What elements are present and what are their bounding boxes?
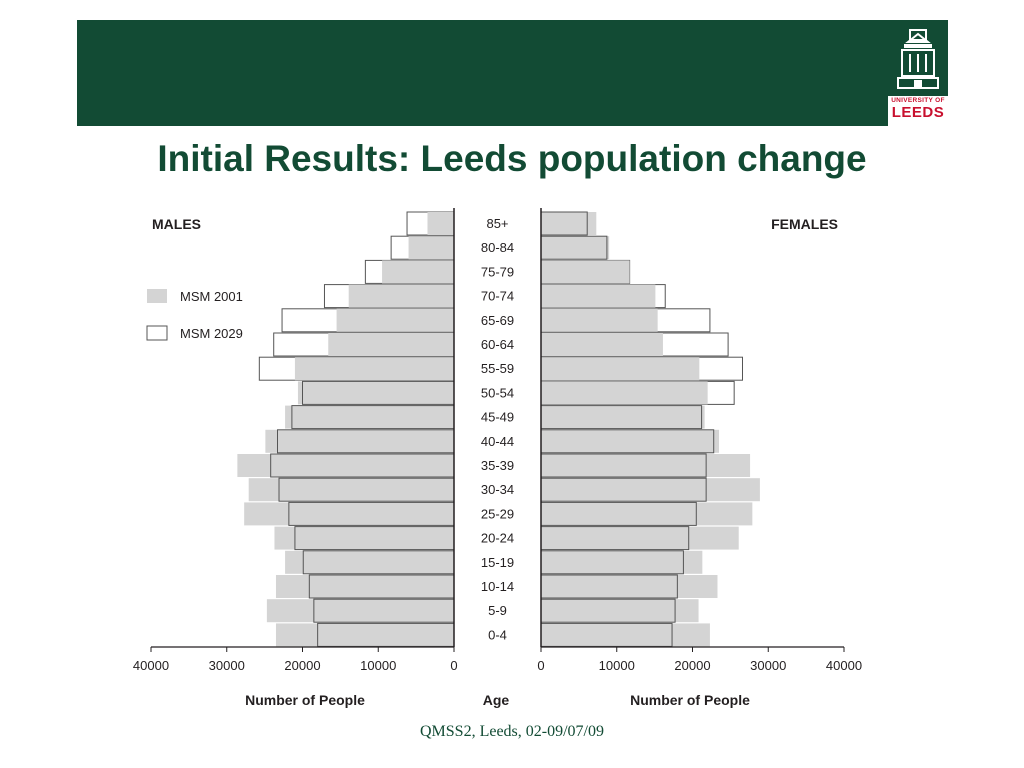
bar-female-2001: [541, 502, 753, 526]
bar-female-2001: [541, 333, 663, 356]
age-axis-title: Age: [483, 692, 510, 708]
x-axis-title-left: Number of People: [245, 692, 365, 708]
bar-female-2001: [541, 357, 700, 381]
bar-male-2001: [382, 260, 454, 284]
bar-male-2001: [266, 599, 454, 623]
x-tick-label: 40000: [133, 658, 169, 673]
bar-female-2001: [541, 623, 710, 647]
bar-female-2001: [541, 405, 705, 429]
bar-male-2001: [244, 502, 454, 526]
logo-text-small: UNIVERSITY OF: [891, 97, 945, 104]
bar-female-2001: [541, 308, 658, 332]
bar-female-2001: [541, 381, 708, 405]
x-tick-label: 0: [537, 658, 544, 673]
logo-text-large: LEEDS: [891, 104, 945, 121]
x-tick-label: 20000: [674, 658, 710, 673]
age-group-label: 15-19: [481, 555, 514, 570]
age-group-label: 85+: [486, 216, 508, 231]
bar-male-2001: [274, 526, 454, 550]
age-group-label: 45-49: [481, 410, 514, 425]
bar-female-2001: [541, 454, 751, 477]
age-group-label: 65-69: [481, 313, 514, 328]
bar-female-2001: [541, 284, 656, 308]
university-logo: UNIVERSITY OF LEEDS: [888, 24, 948, 126]
bar-male-2001: [336, 308, 454, 332]
legend-swatch-2029: [146, 325, 168, 341]
bar-female-2001: [541, 260, 630, 284]
bar-male-2001: [275, 575, 454, 598]
bar-female-2001: [541, 599, 699, 623]
age-group-label: 35-39: [481, 458, 514, 473]
bar-male-2001: [275, 623, 454, 647]
bar-female-2001: [541, 526, 739, 550]
bar-female-2001: [541, 478, 760, 502]
x-tick-label: 30000: [750, 658, 786, 673]
x-tick-label: 0: [450, 658, 457, 673]
x-tick-label: 30000: [209, 658, 245, 673]
bar-male-2001: [427, 212, 454, 235]
legend-label-2001: MSM 2001: [180, 289, 243, 304]
bar-male-2001: [248, 478, 454, 502]
labels-layer: 85+ 80-84 75-79 70-74 65-69 60-64 55-59 50-54 45…: [133, 216, 862, 708]
legend-swatch-2001: [147, 289, 167, 303]
bar-male-2001: [348, 284, 454, 308]
bar-female-2001: [541, 236, 610, 260]
bar-male-2001: [265, 429, 454, 453]
x-tick-label: 10000: [599, 658, 635, 673]
bar-male-2001: [328, 333, 454, 356]
x-tick-label: 20000: [284, 658, 320, 673]
bar-female-2001: [541, 550, 703, 574]
females-label: FEMALES: [771, 216, 838, 232]
age-group-label: 20-24: [481, 531, 514, 546]
age-group-label: 10-14: [481, 579, 514, 594]
bar-male-2001: [285, 550, 454, 574]
bar-female-2001: [541, 429, 720, 453]
x-tick-label: 40000: [826, 658, 862, 673]
age-group-label: 25-29: [481, 506, 514, 521]
age-group-label: 80-84: [481, 240, 514, 255]
bars-layer: [237, 211, 760, 647]
age-group-label: 55-59: [481, 361, 514, 376]
legend-label-2029: MSM 2029: [180, 326, 243, 341]
university-tower-icon: [888, 24, 948, 96]
bar-male-2001: [237, 454, 454, 477]
age-group-label: 30-34: [481, 482, 514, 497]
axes-layer: [150, 208, 845, 652]
age-group-label: 60-64: [481, 337, 514, 352]
age-group-label: 70-74: [481, 289, 514, 304]
header-banner: [77, 20, 948, 126]
x-tick-label: 10000: [360, 658, 396, 673]
bar-male-2001: [285, 405, 454, 429]
age-group-label: 50-54: [481, 385, 514, 400]
age-group-label: 40-44: [481, 434, 514, 449]
x-axis-title-right: Number of People: [630, 692, 750, 708]
bar-female-2001: [541, 575, 718, 598]
males-label: MALES: [152, 216, 201, 232]
bar-female-2001: [541, 212, 597, 235]
age-group-label: 75-79: [481, 264, 514, 279]
age-group-label: 5-9: [488, 603, 507, 618]
bar-male-2001: [294, 357, 454, 381]
age-group-label: 0-4: [488, 627, 507, 642]
bar-male-2001: [408, 236, 454, 260]
bar-male-2001: [297, 381, 454, 405]
footer-text: QMSS2, Leeds, 02-09/07/09: [420, 723, 604, 740]
page-title: Initial Results: Leeds population change: [157, 138, 867, 179]
